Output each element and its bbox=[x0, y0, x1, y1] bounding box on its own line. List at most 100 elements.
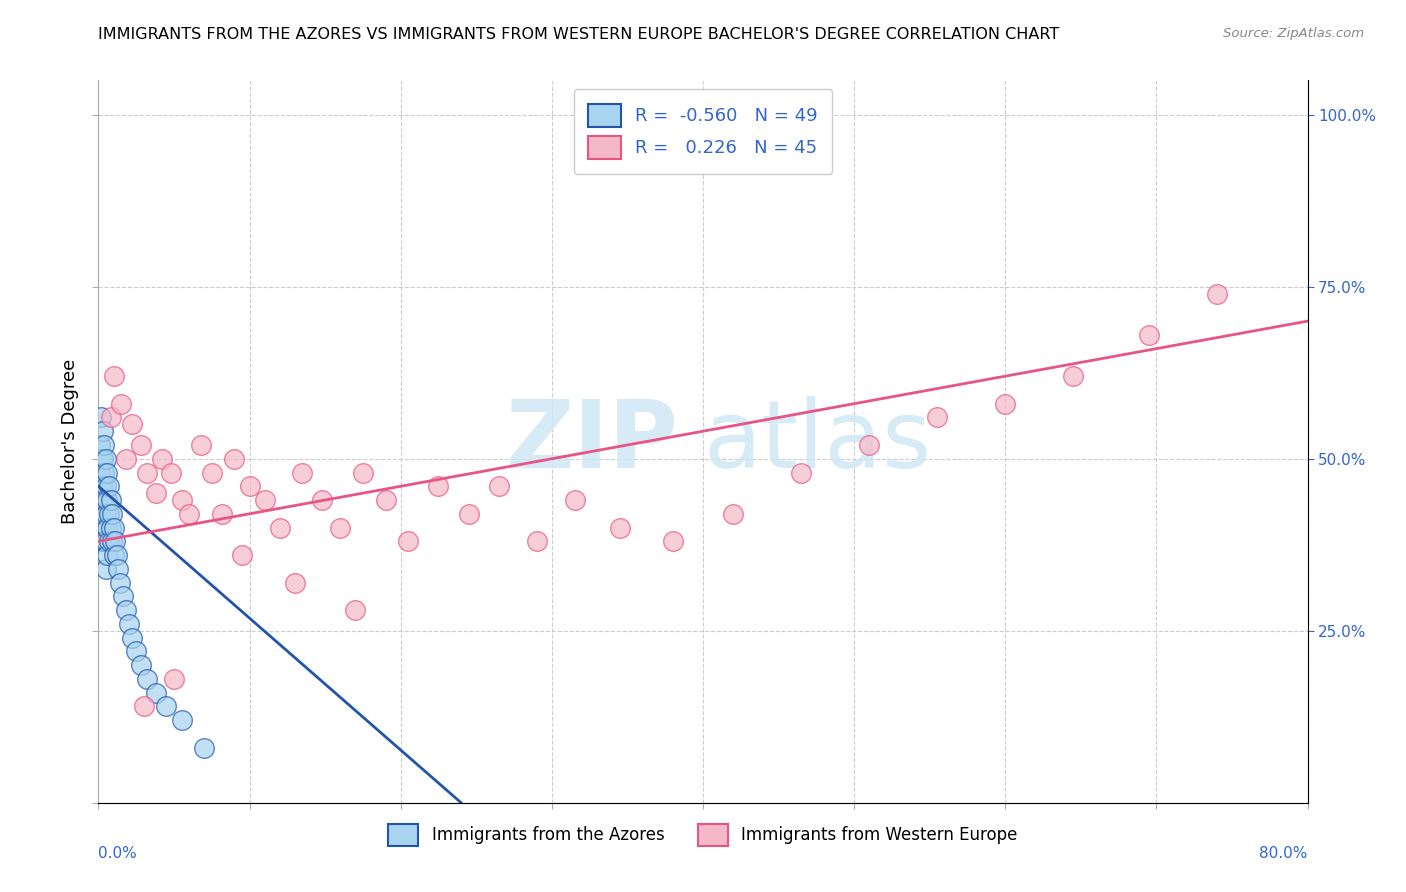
Point bbox=[91, 507, 114, 521]
Point bbox=[104, 534, 127, 549]
Text: atlas: atlas bbox=[703, 395, 931, 488]
Point bbox=[224, 451, 246, 466]
Point bbox=[253, 493, 276, 508]
Text: IMMIGRANTS FROM THE AZORES VS IMMIGRANTS FROM WESTERN EUROPE BACHELOR'S DEGREE C: IMMIGRANTS FROM THE AZORES VS IMMIGRANTS… bbox=[98, 27, 1060, 42]
Point bbox=[96, 520, 118, 534]
Point bbox=[93, 438, 115, 452]
Point bbox=[163, 672, 186, 686]
Point bbox=[118, 616, 141, 631]
Y-axis label: Bachelor's Degree: Bachelor's Degree bbox=[60, 359, 79, 524]
Text: Source: ZipAtlas.com: Source: ZipAtlas.com bbox=[1223, 27, 1364, 40]
Point bbox=[121, 417, 143, 432]
Point bbox=[103, 369, 125, 384]
Point bbox=[96, 493, 118, 508]
Point bbox=[291, 466, 314, 480]
Point bbox=[609, 520, 631, 534]
Point bbox=[100, 520, 122, 534]
Point bbox=[125, 644, 148, 658]
Point bbox=[121, 631, 143, 645]
Point bbox=[564, 493, 586, 508]
Point bbox=[94, 451, 117, 466]
Point bbox=[155, 699, 177, 714]
Point bbox=[108, 575, 131, 590]
Point bbox=[90, 520, 112, 534]
Point bbox=[994, 397, 1017, 411]
Text: ZIP: ZIP bbox=[506, 395, 679, 488]
Point bbox=[1062, 369, 1084, 384]
Point bbox=[90, 410, 112, 425]
Point bbox=[723, 507, 745, 521]
Point bbox=[93, 493, 115, 508]
Point bbox=[269, 520, 291, 534]
Point bbox=[96, 466, 118, 480]
Point bbox=[329, 520, 352, 534]
Point bbox=[98, 534, 121, 549]
Point bbox=[93, 466, 115, 480]
Point bbox=[94, 507, 117, 521]
Point bbox=[231, 548, 253, 562]
Text: 80.0%: 80.0% bbox=[1260, 847, 1308, 861]
Point bbox=[135, 466, 157, 480]
Legend: Immigrants from the Azores, Immigrants from Western Europe: Immigrants from the Azores, Immigrants f… bbox=[382, 818, 1024, 852]
Point bbox=[193, 740, 215, 755]
Point bbox=[105, 548, 128, 562]
Point bbox=[91, 424, 114, 438]
Point bbox=[145, 686, 167, 700]
Point bbox=[457, 507, 479, 521]
Point bbox=[114, 603, 136, 617]
Point bbox=[211, 507, 233, 521]
Point bbox=[790, 466, 813, 480]
Point bbox=[94, 562, 117, 576]
Point bbox=[661, 534, 683, 549]
Point bbox=[101, 534, 124, 549]
Point bbox=[101, 507, 124, 521]
Point bbox=[170, 713, 193, 727]
Point bbox=[526, 534, 548, 549]
Point bbox=[344, 603, 367, 617]
Point bbox=[94, 479, 117, 493]
Point bbox=[145, 486, 167, 500]
Point bbox=[114, 451, 136, 466]
Point bbox=[111, 590, 134, 604]
Point bbox=[100, 493, 122, 508]
Point bbox=[858, 438, 880, 452]
Point bbox=[311, 493, 333, 508]
Point bbox=[150, 451, 173, 466]
Point bbox=[170, 493, 193, 508]
Point bbox=[89, 493, 111, 508]
Point bbox=[927, 410, 949, 425]
Point bbox=[1137, 327, 1160, 342]
Point bbox=[91, 479, 114, 493]
Point bbox=[98, 507, 121, 521]
Point bbox=[135, 672, 157, 686]
Point bbox=[89, 438, 111, 452]
Point bbox=[96, 548, 118, 562]
Point bbox=[110, 397, 132, 411]
Point bbox=[201, 466, 224, 480]
Point bbox=[239, 479, 262, 493]
Point bbox=[89, 466, 111, 480]
Point bbox=[90, 479, 112, 493]
Point bbox=[98, 479, 121, 493]
Point bbox=[427, 479, 450, 493]
Point bbox=[94, 534, 117, 549]
Point bbox=[103, 520, 125, 534]
Point bbox=[129, 438, 152, 452]
Point bbox=[160, 466, 183, 480]
Point bbox=[179, 507, 201, 521]
Point bbox=[284, 575, 307, 590]
Point bbox=[352, 466, 374, 480]
Point bbox=[396, 534, 419, 549]
Point bbox=[90, 451, 112, 466]
Point bbox=[1206, 286, 1229, 301]
Point bbox=[107, 562, 129, 576]
Point bbox=[374, 493, 396, 508]
Point bbox=[91, 451, 114, 466]
Point bbox=[93, 534, 115, 549]
Point bbox=[103, 548, 125, 562]
Point bbox=[190, 438, 212, 452]
Point bbox=[91, 534, 114, 549]
Point bbox=[132, 699, 155, 714]
Point bbox=[100, 410, 122, 425]
Text: 0.0%: 0.0% bbox=[98, 847, 138, 861]
